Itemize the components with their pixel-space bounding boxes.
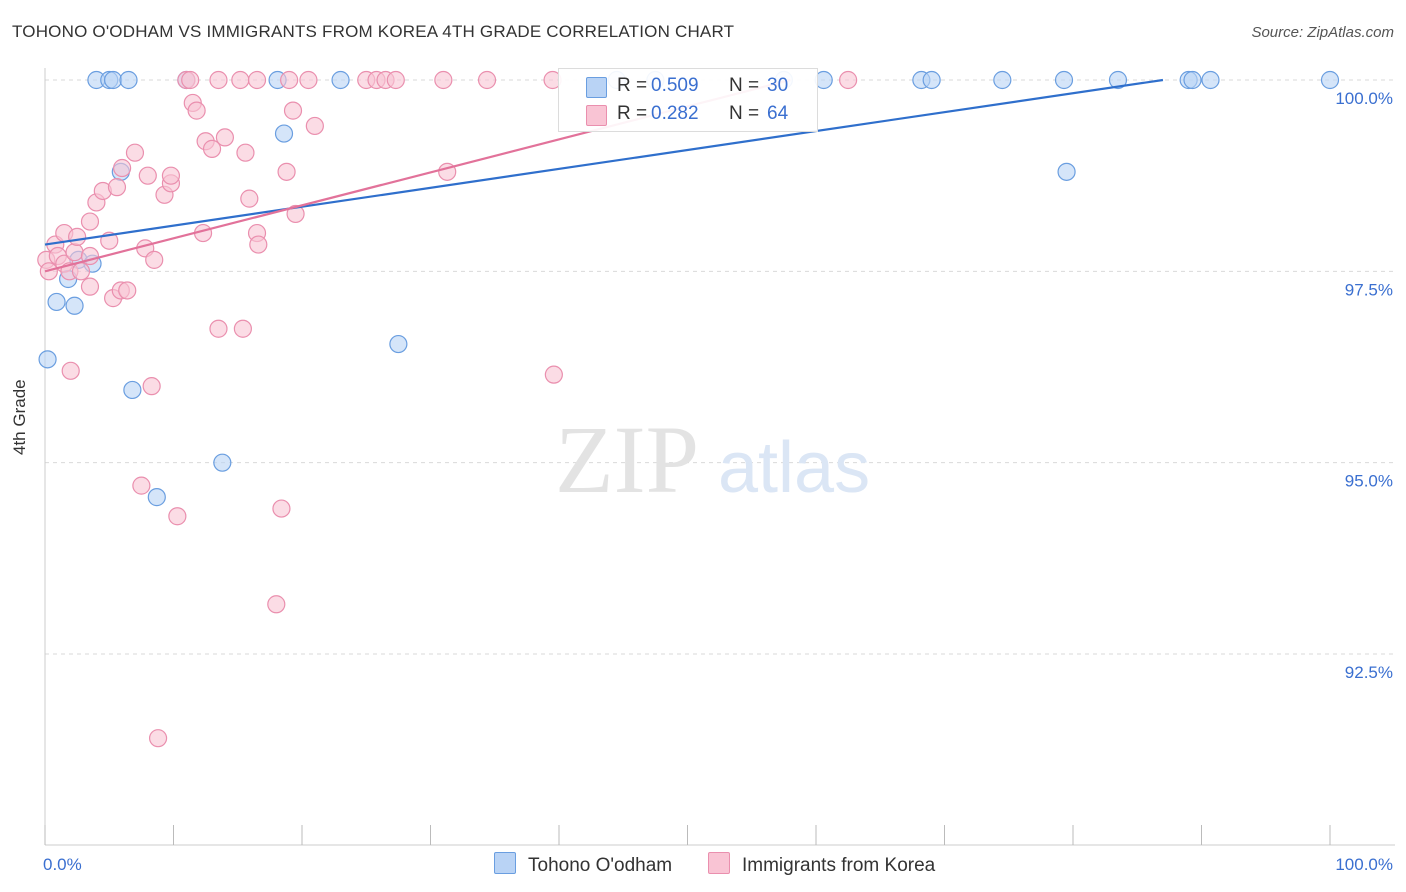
legend-item-tohono: Tohono O'odham — [494, 852, 672, 877]
axes — [44, 68, 1395, 846]
x-tick-label: 100.0% — [1335, 855, 1393, 874]
korea-point — [280, 70, 299, 90]
y-axis-label: 4th Grade — [10, 379, 29, 455]
tick-labels: 100.0% 97.5% 95.0% 92.5% 0.0% 100.0% — [43, 89, 1393, 874]
korea-point — [118, 281, 137, 300]
korea-point — [231, 70, 250, 90]
tohono-point — [993, 70, 1012, 90]
y-tick-label: 95.0% — [1345, 472, 1393, 491]
korea-point — [283, 101, 303, 120]
korea-point — [267, 595, 286, 614]
legend-n-value: 30 — [767, 75, 789, 96]
tohono-point — [1183, 70, 1202, 90]
data-points — [37, 70, 1340, 748]
korea-point — [209, 70, 228, 90]
korea-point — [138, 166, 157, 185]
legend-label: Immigrants from Korea — [742, 855, 936, 876]
korea-point — [209, 319, 228, 338]
y-tick-label: 100.0% — [1335, 89, 1393, 108]
tohono-point — [274, 124, 294, 143]
tohono-point — [1054, 70, 1074, 90]
korea-point — [145, 250, 164, 269]
tohono-point — [65, 296, 84, 315]
tohono-point — [213, 453, 232, 472]
legend-swatch-pink — [708, 852, 730, 874]
korea-point — [132, 476, 151, 495]
chart-title: TOHONO O'ODHAM VS IMMIGRANTS FROM KOREA … — [12, 22, 735, 41]
tohono-point — [1320, 70, 1340, 90]
korea-point — [80, 212, 100, 231]
tohono-point — [1108, 70, 1128, 90]
korea-point — [148, 729, 168, 748]
korea-point — [286, 204, 305, 224]
y-tick-label: 92.5% — [1345, 663, 1393, 682]
korea-point — [168, 507, 187, 526]
tohono-point — [389, 334, 408, 354]
korea-point — [477, 70, 497, 90]
tohono-point — [123, 380, 142, 400]
legend-r-value: 0.509 — [651, 75, 699, 96]
korea-point — [434, 70, 453, 90]
gridlines — [45, 79, 1395, 655]
korea-point — [236, 143, 255, 162]
korea-point — [61, 361, 80, 380]
tohono-point — [38, 350, 57, 369]
legend-swatch-blue — [494, 852, 516, 874]
legend-r-label: R = — [617, 103, 648, 124]
tohono-point — [147, 488, 166, 507]
legend-swatch-pink — [586, 105, 607, 126]
legend-r-value: 0.282 — [651, 103, 699, 124]
y-tick-label: 97.5% — [1345, 280, 1393, 299]
korea-point — [107, 178, 127, 197]
korea-point — [305, 116, 324, 136]
tohono-trend-line — [44, 78, 1164, 246]
legend-label: Tohono O'odham — [528, 855, 673, 876]
tohono-point — [47, 292, 66, 312]
korea-point — [142, 377, 161, 396]
legend-n-label: N = — [729, 75, 760, 96]
korea-point — [386, 70, 405, 90]
legend-n-value: 64 — [767, 103, 789, 124]
legend-n-label: N = — [729, 103, 760, 124]
korea-point — [181, 70, 200, 90]
korea-point — [247, 70, 267, 90]
korea-point — [215, 128, 234, 147]
korea-point — [202, 139, 222, 158]
korea-point — [112, 158, 132, 178]
x-tick-label: 0.0% — [43, 855, 82, 874]
watermark-atlas: atlas — [718, 428, 870, 508]
source-label: Source: ZipAtlas.com — [1251, 24, 1394, 41]
korea-point — [80, 277, 100, 296]
korea-point — [161, 166, 181, 185]
tohono-point — [1201, 70, 1220, 90]
korea-point — [187, 101, 206, 120]
watermark-zip: ZIP — [555, 406, 699, 513]
korea-point — [544, 365, 563, 384]
tohono-point — [119, 70, 138, 90]
legend-r-label: R = — [617, 75, 648, 96]
korea-point — [249, 235, 268, 254]
tohono-point — [1057, 162, 1076, 181]
korea-point — [65, 243, 84, 262]
legend-swatch-blue — [586, 77, 607, 98]
korea-point — [125, 143, 145, 162]
tohono-point — [104, 70, 123, 90]
korea-point — [233, 319, 252, 338]
stats-legend: R = 0.509 N = 30 R = 0.282 N = 64 — [558, 68, 818, 132]
legend-item-korea: Immigrants from Korea — [708, 852, 935, 877]
korea-point — [240, 189, 259, 208]
tohono-point — [922, 70, 941, 90]
korea-point — [277, 162, 296, 181]
korea-point — [272, 499, 291, 518]
korea-point — [71, 262, 91, 281]
watermark: ZIP atlas — [555, 406, 870, 513]
tohono-point — [331, 70, 350, 90]
korea-point — [299, 70, 318, 90]
korea-point — [839, 70, 858, 90]
korea-point — [68, 227, 87, 246]
